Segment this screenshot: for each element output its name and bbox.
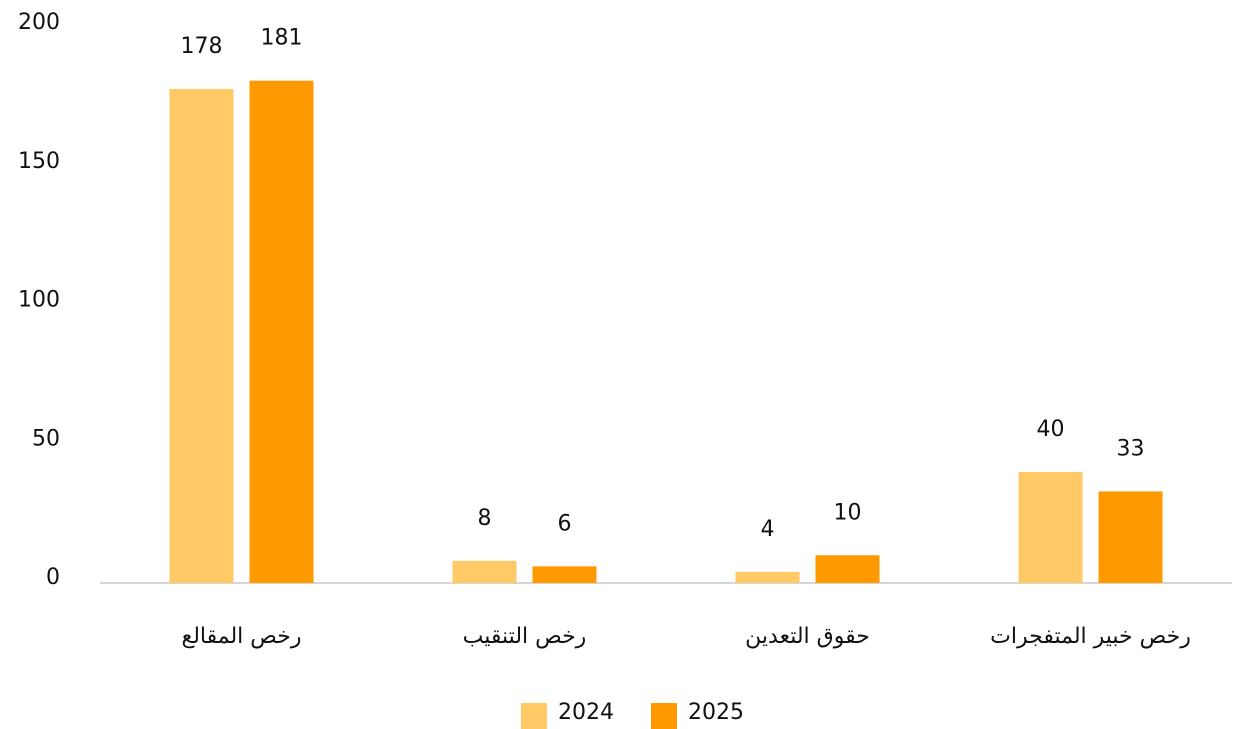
- y-tick-label: 200: [18, 10, 60, 35]
- legend-label: 2025: [688, 700, 744, 725]
- legend-label: 2024: [558, 700, 614, 725]
- data-label: 40: [1037, 417, 1065, 442]
- data-label: 10: [834, 500, 862, 525]
- bar: [169, 89, 234, 584]
- y-tick-label: 150: [18, 149, 60, 174]
- bar: [1018, 472, 1083, 583]
- x-tick-label: رخص خبير المتفجرات: [990, 624, 1191, 649]
- data-label: 181: [261, 26, 303, 51]
- y-tick-label: 0: [46, 565, 60, 590]
- y-tick-label: 100: [18, 288, 60, 313]
- bar: [452, 560, 517, 583]
- legend-swatch: [651, 703, 677, 729]
- data-label: 6: [558, 511, 572, 536]
- bar: [735, 571, 800, 583]
- data-label: 178: [181, 34, 223, 59]
- bar: [1098, 491, 1163, 583]
- data-label: 33: [1117, 436, 1145, 461]
- data-label: 4: [761, 517, 775, 542]
- y-tick-label: 50: [32, 426, 60, 451]
- x-tick-label: حقوق التعدين: [745, 624, 870, 649]
- x-tick-label: رخص المقالع: [182, 624, 302, 649]
- x-tick-label: رخص التنقيب: [463, 624, 587, 649]
- bar: [532, 566, 597, 583]
- bar: [249, 80, 314, 583]
- bar: [815, 555, 880, 583]
- legend-swatch: [521, 703, 547, 729]
- data-label: 8: [478, 506, 492, 531]
